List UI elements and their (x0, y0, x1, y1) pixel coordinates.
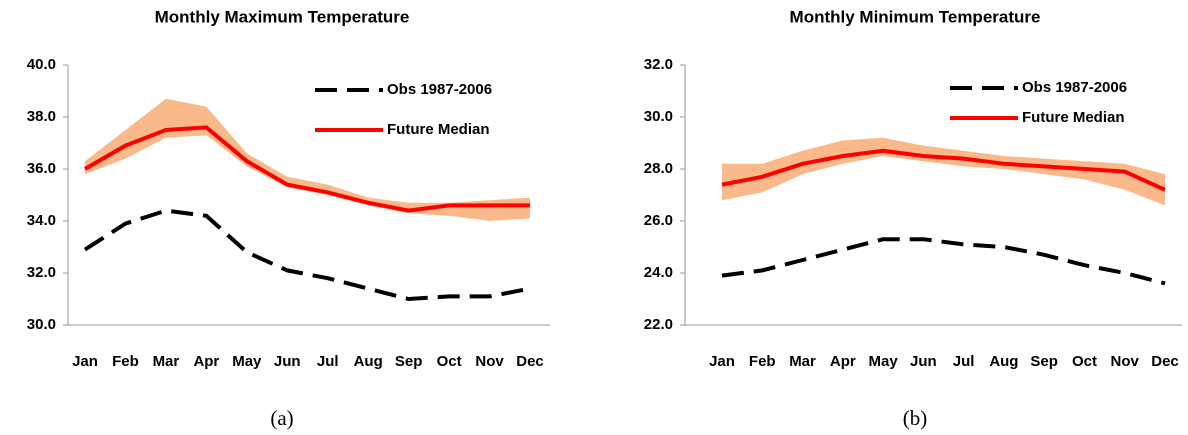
y-tick-label: 28.0 (644, 160, 673, 177)
y-tick-label: 38.0 (27, 108, 56, 125)
x-tick-label: Nov (1111, 353, 1140, 370)
range-band (85, 98, 530, 221)
range-band (722, 137, 1165, 206)
y-tick-label: 34.0 (27, 212, 56, 229)
y-tick-label: 32.0 (27, 264, 56, 281)
legend-label: Future Median (1022, 109, 1125, 126)
x-tick-label: Jul (317, 353, 339, 370)
y-tick-label: 36.0 (27, 160, 56, 177)
x-tick-label: May (868, 353, 898, 370)
y-tick-label: 40.0 (27, 56, 56, 73)
y-tick-label: 24.0 (644, 264, 673, 281)
legend-label: Obs 1987-2006 (1022, 79, 1127, 96)
x-tick-label: Nov (475, 353, 504, 370)
y-tick-label: 26.0 (644, 212, 673, 229)
x-tick-label: Jun (910, 353, 937, 370)
legend-label: Obs 1987-2006 (387, 81, 492, 98)
x-tick-label: Sep (1030, 353, 1058, 370)
x-tick-label: Aug (989, 353, 1018, 370)
x-tick-label: Dec (516, 353, 544, 370)
series-line (721, 148, 1166, 192)
x-tick-label: Feb (112, 353, 139, 370)
y-tick-label: 22.0 (644, 316, 673, 333)
x-tick-label: Jan (709, 353, 735, 370)
y-tick-label: 30.0 (644, 108, 673, 125)
x-tick-label: May (232, 353, 262, 370)
x-tick-label: Sep (395, 353, 423, 370)
x-tick-label: Feb (749, 353, 776, 370)
x-tick-label: Mar (153, 353, 180, 370)
chart-title: Monthly Maximum Temperature (155, 7, 410, 26)
y-tick-label: 30.0 (27, 316, 56, 333)
chart-title: Monthly Minimum Temperature (790, 7, 1041, 26)
legend-label: Future Median (387, 121, 490, 138)
series-line (83, 125, 530, 213)
series-line (721, 237, 1166, 286)
x-tick-label: Jul (953, 353, 975, 370)
x-tick-label: Jan (72, 353, 98, 370)
x-tick-label: Mar (789, 353, 816, 370)
x-tick-label: Oct (437, 353, 462, 370)
y-tick-label: 32.0 (644, 56, 673, 73)
caption: (b) (903, 406, 928, 430)
x-tick-label: Dec (1151, 353, 1179, 370)
caption: (a) (270, 406, 293, 430)
series-line (83, 208, 531, 302)
x-tick-label: Apr (193, 353, 219, 370)
x-tick-label: Aug (354, 353, 383, 370)
x-tick-label: Apr (830, 353, 856, 370)
x-tick-label: Oct (1072, 353, 1097, 370)
x-tick-label: Jun (274, 353, 301, 370)
